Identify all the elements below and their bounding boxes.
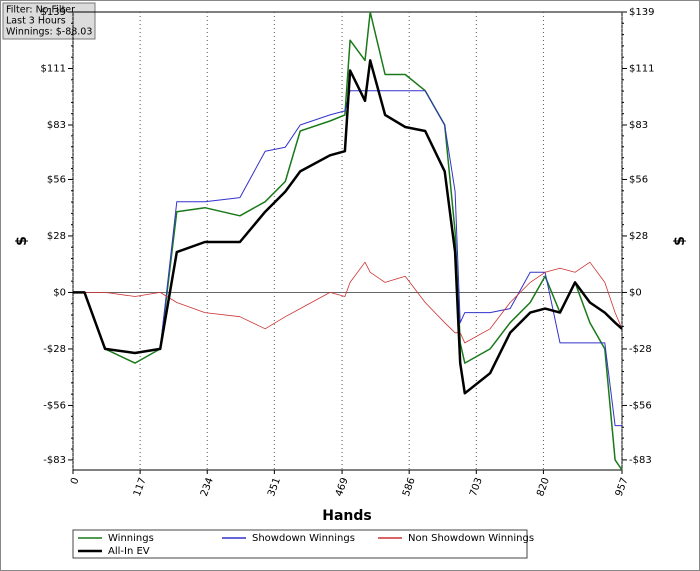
y-tick-label: $0 (53, 287, 66, 298)
y2-tick-label: $0 (629, 287, 642, 298)
x-tick-label: 0 (69, 476, 82, 486)
y2-axis-title: $ (672, 236, 688, 246)
y2-tick-label: $56 (629, 174, 648, 185)
legend (72, 529, 528, 559)
y-tick-label: $56 (47, 174, 66, 185)
filter-text: Filter: No Filter (6, 5, 75, 16)
y-axis-title: $ (14, 236, 30, 246)
y-tick-label: $111 (41, 63, 66, 74)
y2-tick-label: $139 (629, 7, 654, 18)
y2-tick-label: $28 (629, 231, 648, 242)
legend-label: All-In EV (108, 546, 150, 557)
period-text: Last 3 Hours (6, 16, 66, 27)
y2-tick-label: $83 (629, 120, 648, 131)
series-line (73, 261, 623, 344)
y-tick-label: -$28 (43, 344, 66, 355)
y-tick-label: $83 (47, 120, 66, 131)
y2-tick-label: -$28 (629, 344, 652, 355)
y2-tick-label: -$83 (629, 455, 652, 466)
y2-tick-label: $111 (629, 63, 654, 74)
y-tick-label: $28 (47, 231, 66, 242)
legend-label: Showdown Winnings (252, 533, 355, 544)
legend-label: Winnings (108, 533, 154, 544)
series-line (73, 90, 622, 427)
series-line (73, 11, 623, 471)
winnings-text: Winnings: $-88.03 (6, 27, 92, 38)
series-line (73, 59, 623, 395)
filter-box-bg (2, 2, 96, 40)
y-tick-label: $139 (41, 7, 66, 18)
y2-tick-label: -$56 (629, 400, 652, 411)
legend-label: Non Showdown Winnings (408, 533, 534, 544)
y-tick-label: -$56 (43, 400, 66, 411)
x-axis-title: Hands (322, 508, 372, 524)
y-tick-label: -$83 (43, 455, 66, 466)
filter-box: Filter: No Filter Last 3 Hours Winnings:… (2, 2, 96, 40)
